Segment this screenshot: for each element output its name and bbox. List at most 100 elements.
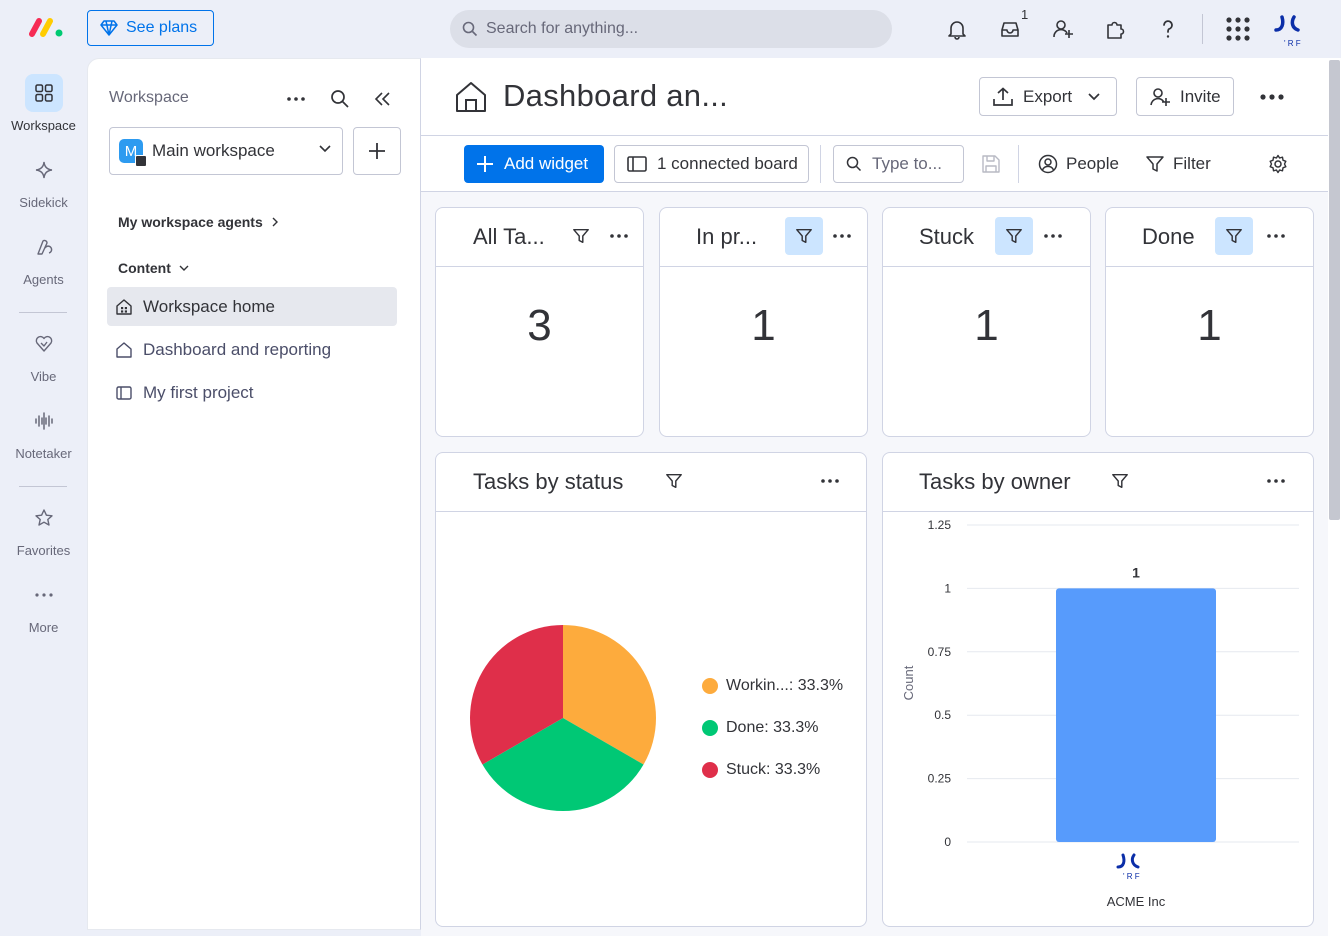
legend-label: Done: 33.3% — [726, 719, 819, 736]
filter-icon[interactable] — [562, 217, 600, 255]
save-icon[interactable] — [981, 145, 1001, 183]
connected-boards-button[interactable]: 1 connected board — [614, 145, 809, 183]
rail-divider — [19, 486, 67, 487]
rail-item-sidekick[interactable]: Sidekick — [0, 151, 87, 210]
y-tick-label: 0.25 — [928, 772, 952, 786]
collapse-panel-icon[interactable] — [370, 87, 394, 111]
pie-slice-done[interactable] — [482, 718, 644, 811]
rail-item-favorites[interactable]: Favorites — [0, 499, 87, 558]
export-button[interactable]: Export — [979, 77, 1117, 116]
header-more-icon[interactable] — [1259, 84, 1285, 110]
y-tick-label: 0.75 — [928, 645, 952, 659]
widget-more-icon[interactable] — [1266, 227, 1286, 245]
workspace-agents-link[interactable]: My workspace agents — [118, 214, 279, 230]
rail-divider — [19, 312, 67, 313]
settings-gear-icon[interactable] — [1268, 145, 1288, 183]
rail-item-workspace[interactable]: Workspace — [0, 74, 87, 133]
widget-more-icon[interactable] — [1266, 472, 1286, 490]
people-label: People — [1066, 154, 1119, 173]
panel-more-icon[interactable] — [284, 87, 308, 111]
user-avatar[interactable]: ' R F — [1272, 14, 1316, 50]
rail-item-more[interactable]: More — [0, 576, 87, 635]
search-icon — [462, 21, 478, 37]
counter-widget-in-progress[interactable]: In pr... 1 — [659, 207, 868, 437]
invite-button[interactable]: Invite — [1136, 77, 1234, 116]
bar-acme-inc[interactable] — [1056, 588, 1216, 842]
pie-slice-stuck[interactable] — [470, 625, 563, 765]
add-person-icon — [1149, 87, 1171, 107]
counter-value: 1 — [751, 301, 776, 350]
nav-item-first-project[interactable]: My first project — [107, 373, 397, 412]
puzzle-icon[interactable] — [1101, 15, 1129, 43]
rail-item-notetaker[interactable]: Notetaker — [0, 402, 87, 461]
bar-data-label: 1 — [1132, 564, 1140, 580]
widget-more-icon[interactable] — [609, 227, 629, 245]
page-title[interactable]: Dashboard an... — [503, 78, 729, 113]
panel-title: Workspace — [109, 89, 189, 106]
filter-icon[interactable] — [1215, 217, 1253, 255]
widget-more-icon[interactable] — [820, 472, 840, 490]
workspace-grid-icon — [24, 74, 63, 112]
filter-icon[interactable] — [1101, 462, 1139, 500]
search-icon — [846, 156, 862, 172]
plus-icon — [476, 155, 494, 173]
see-plans-button[interactable]: See plans — [87, 10, 214, 46]
counter-widget-done[interactable]: Done 1 — [1105, 207, 1314, 437]
widget-more-icon[interactable] — [1043, 227, 1063, 245]
monday-logo[interactable] — [28, 15, 66, 39]
widget-more-icon[interactable] — [832, 227, 852, 245]
workspace-select[interactable]: M Main workspace — [109, 127, 343, 175]
search-input[interactable]: Search for anything... — [450, 10, 892, 48]
widget-header: In pr... — [660, 208, 867, 267]
dashboard-toolbar: Add widget 1 connected board Type to... … — [421, 136, 1328, 192]
svg-text:' R F: ' R F — [1123, 872, 1140, 881]
people-filter-button[interactable]: People — [1038, 145, 1119, 183]
topbar-divider — [1202, 14, 1203, 44]
widget-title: Tasks by owner — [919, 469, 1071, 494]
filter-button[interactable]: Filter — [1145, 145, 1211, 183]
type-search-input[interactable]: Type to... — [833, 145, 964, 183]
nav-label: My first project — [143, 382, 254, 402]
widget-header: Done — [1106, 208, 1313, 267]
counter-widget-all-tasks[interactable]: All Ta... 3 — [435, 207, 644, 437]
diamond-icon — [100, 20, 118, 36]
nav-item-dashboard[interactable]: Dashboard and reporting — [107, 330, 397, 369]
counter-value: 1 — [1197, 301, 1222, 350]
rail-item-vibe[interactable]: Vibe — [0, 325, 87, 384]
workspace-home-icon — [115, 298, 133, 316]
invite-members-icon[interactable] — [1049, 15, 1077, 43]
bell-icon[interactable] — [943, 15, 971, 43]
search-placeholder: Search for anything... — [486, 20, 639, 37]
add-workspace-item-button[interactable] — [353, 127, 401, 175]
tasks-by-owner-widget[interactable]: Tasks by owner 0 0.25 0.5 0.75 1 1.25 1 Count… — [882, 452, 1314, 927]
chevron-down-icon — [179, 264, 189, 272]
plus-icon — [369, 143, 385, 159]
tasks-by-status-widget[interactable]: Tasks by status Workin...: 33.3% Done: 3… — [435, 452, 867, 927]
export-label: Export — [1023, 86, 1073, 106]
apps-grid-icon[interactable] — [1224, 15, 1252, 43]
content-section-toggle[interactable]: Content — [118, 260, 189, 276]
filter-icon[interactable] — [785, 217, 823, 255]
nav-label: Workspace home — [143, 296, 275, 316]
filter-icon[interactable] — [995, 217, 1033, 255]
pie-slice-workin[interactable] — [563, 625, 656, 765]
filter-icon[interactable] — [655, 462, 693, 500]
scrollbar-thumb[interactable] — [1329, 60, 1340, 520]
workspace-name: Main workspace — [152, 141, 275, 160]
counter-widget-stuck[interactable]: Stuck 1 — [882, 207, 1091, 437]
toolbar-divider — [820, 145, 821, 183]
legend-label: Workin...: 33.3% — [726, 677, 844, 694]
counter-value: 3 — [527, 301, 552, 350]
widget-header: Tasks by owner — [883, 453, 1313, 512]
help-icon[interactable] — [1154, 15, 1182, 43]
workspace-badge: M — [119, 139, 147, 167]
workspace-panel: Workspace M Main workspace My workspace … — [87, 58, 421, 930]
legend-dot — [702, 678, 718, 694]
add-widget-button[interactable]: Add widget — [464, 145, 604, 183]
rail-item-agents[interactable]: Agents — [0, 228, 87, 287]
nav-item-workspace-home[interactable]: Workspace home — [107, 287, 397, 326]
heart-icon — [25, 325, 63, 363]
inbox-icon[interactable] — [996, 15, 1024, 43]
panel-search-icon[interactable] — [328, 87, 352, 111]
upload-icon — [992, 86, 1014, 107]
